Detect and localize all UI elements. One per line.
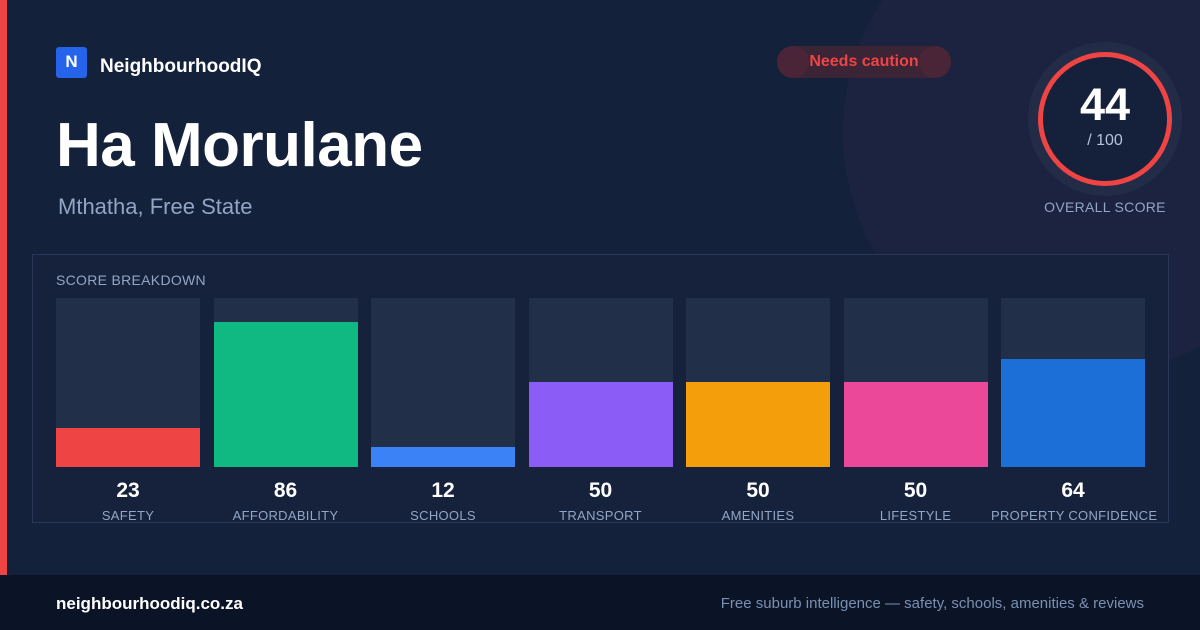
brand: N NeighbourhoodIQ bbox=[56, 46, 261, 78]
overall-score-max: / 100 bbox=[1087, 132, 1123, 149]
footer-tagline: Free suburb intelligence — safety, schoo… bbox=[720, 595, 1144, 612]
bar-label: SCHOOLS bbox=[410, 508, 476, 523]
bar-value: 23 bbox=[116, 479, 140, 502]
bar-track bbox=[213, 298, 358, 467]
bar-track bbox=[371, 298, 515, 467]
breakdown-bar-amenities: 50 AMENITIES bbox=[686, 298, 830, 524]
bar-fill bbox=[843, 382, 988, 467]
overall-score-ring: 44 / 100 bbox=[1028, 42, 1182, 196]
breakdown-bar-affordability: 86 AFFORDABILITY bbox=[213, 298, 358, 524]
breakdown-bar-property-confidence: 64 PROPERTY CONFIDENCE bbox=[991, 298, 1157, 524]
score-breakdown-panel: SCORE BREAKDOWN 23 SAFETY 86 AFFORDABILITY 1… bbox=[32, 254, 1169, 523]
overall-score-value: 44 bbox=[1079, 79, 1131, 130]
brand-logo-icon: N bbox=[56, 46, 87, 78]
bar-track bbox=[528, 298, 673, 467]
footer: neighbourhoodiq.co.za Free suburb intell… bbox=[0, 575, 1200, 630]
bar-label: LIFESTYLE bbox=[879, 508, 952, 523]
bar-label: PROPERTY CONFIDENCE bbox=[991, 508, 1158, 523]
bar-fill bbox=[56, 428, 200, 467]
bar-label: AMENITIES bbox=[721, 508, 795, 523]
bar-value: 12 bbox=[431, 479, 455, 502]
bar-label: AFFORDABILITY bbox=[232, 508, 339, 523]
bar-value: 50 bbox=[588, 479, 613, 502]
bar-fill bbox=[213, 322, 358, 467]
score-breakdown-title: SCORE BREAKDOWN bbox=[56, 272, 206, 288]
bar-fill bbox=[528, 382, 673, 467]
bar-value: 50 bbox=[903, 479, 928, 502]
breakdown-bar-schools: 12 SCHOOLS bbox=[371, 298, 515, 524]
bar-fill bbox=[371, 447, 515, 467]
breakdown-bar-transport: 50 TRANSPORT bbox=[528, 298, 673, 524]
bar-value: 50 bbox=[746, 479, 770, 502]
bar-label: SAFETY bbox=[101, 508, 155, 523]
breakdown-bar-lifestyle: 50 LIFESTYLE bbox=[843, 298, 988, 524]
status-badge-label: Needs caution bbox=[809, 53, 919, 70]
bar-value: 86 bbox=[273, 479, 298, 502]
bar-track bbox=[1001, 298, 1145, 467]
bar-fill bbox=[1001, 359, 1145, 467]
brand-name: NeighbourhoodIQ bbox=[100, 56, 262, 77]
bar-value: 64 bbox=[1061, 479, 1085, 502]
bar-track bbox=[686, 298, 830, 467]
suburb-title: Ha Morulane bbox=[56, 111, 423, 180]
footer-url: neighbourhoodiq.co.za bbox=[56, 594, 243, 613]
breakdown-bar-safety: 23 SAFETY bbox=[56, 298, 200, 524]
score-breakdown-bars: 23 SAFETY 86 AFFORDABILITY 12 SCHOOLS 50 TRANSP… bbox=[56, 298, 1157, 524]
status-badge: Needs caution bbox=[777, 46, 951, 78]
accent-strip bbox=[0, 0, 7, 575]
bar-track bbox=[843, 298, 988, 467]
overall-score-caption: OVERALL SCORE bbox=[1044, 199, 1166, 215]
score-ring bbox=[1038, 52, 1172, 186]
share-card: N NeighbourhoodIQ Ha Morulane Mthatha, F… bbox=[0, 0, 1182, 575]
bar-label: TRANSPORT bbox=[559, 508, 642, 523]
bar-track bbox=[56, 298, 200, 467]
suburb-location: Mthatha, Free State bbox=[58, 194, 253, 219]
bar-fill bbox=[686, 382, 830, 467]
